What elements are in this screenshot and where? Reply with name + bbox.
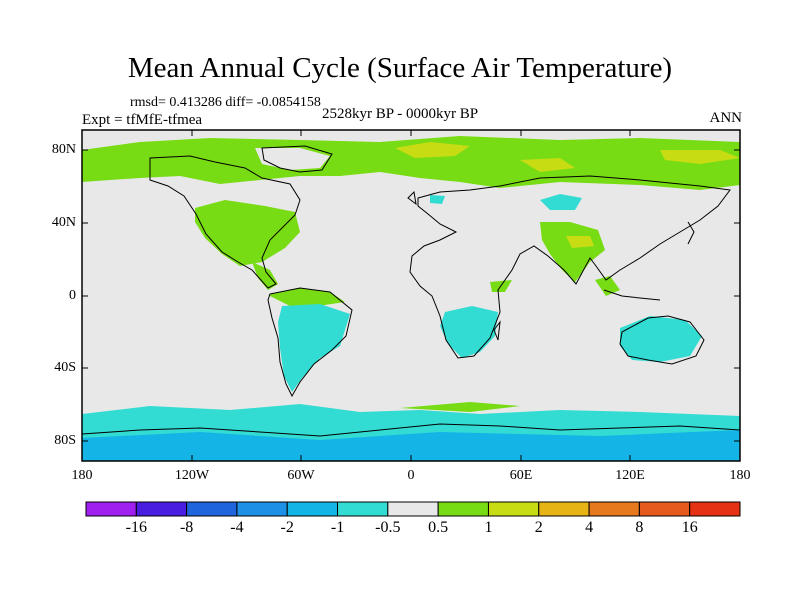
experiment-label: Expt = tfMfE-tfmea — [82, 112, 203, 128]
southern-ocean-warm — [400, 402, 520, 412]
colorbar-label: -1 — [330, 519, 345, 536]
arctic-warm-streak-2 — [660, 150, 740, 164]
lon-label-180w: 180 — [71, 468, 93, 483]
coast-south-america — [267, 287, 353, 398]
lat-label-0: 0 — [69, 288, 76, 303]
coast-indonesia — [603, 289, 661, 301]
coast-antarctica — [81, 423, 741, 437]
colorbar-swatch — [387, 501, 439, 517]
siberia-cool — [540, 194, 582, 210]
tibet-warm — [566, 236, 594, 248]
colorbar-swatch — [588, 501, 640, 517]
coast-australia — [619, 315, 705, 365]
colorbar-swatch — [538, 501, 590, 517]
lat-label-40s: 40S — [54, 360, 76, 375]
colorbar-swatch — [337, 501, 389, 517]
axis-ticks — [81, 130, 741, 461]
antarctic-cool-deep — [82, 430, 740, 461]
colorbar-swatch — [186, 501, 238, 517]
coast-madagascar — [493, 320, 501, 341]
lat-label-80s: 80S — [54, 433, 76, 448]
coast-uk — [407, 190, 417, 206]
lon-label-180e: 180 — [729, 468, 751, 483]
lon-label-120w: 120W — [174, 468, 210, 483]
lon-label-120e: 120E — [615, 468, 645, 483]
colorbar-swatch — [638, 501, 691, 517]
europe-cool — [430, 195, 445, 204]
plot-title: Mean Annual Cycle (Surface Air Temperatu… — [127, 52, 673, 84]
arctic-warm-streak-1 — [395, 142, 470, 158]
south-america-anomaly — [278, 304, 350, 392]
season-label: ANN — [709, 110, 743, 126]
colorbar-label: -0.5 — [375, 519, 401, 536]
colorbar-label: 4 — [585, 519, 594, 536]
central-america-anomaly — [252, 262, 278, 290]
coast-japan — [687, 221, 695, 245]
coast-north-america — [149, 155, 301, 289]
south-america-north-anomaly — [268, 288, 345, 306]
colorbar-label: -16 — [125, 519, 147, 536]
colorbar — [85, 501, 741, 517]
colorbar-label: 1 — [484, 519, 493, 536]
north-america-anomaly — [195, 200, 300, 266]
colorbar-label: 0.5 — [428, 519, 449, 536]
colorbar-swatch — [85, 501, 137, 517]
coastlines — [81, 145, 741, 437]
colorbar-label: -2 — [280, 519, 294, 536]
lat-label-40n: 40N — [51, 215, 76, 230]
colorbar-label: 8 — [635, 519, 644, 536]
colorbar-swatch — [689, 501, 741, 517]
lon-label-60e: 60E — [509, 468, 533, 483]
arctic-warm-streak-3 — [520, 158, 575, 172]
australia-anomaly — [620, 316, 702, 362]
colorbar-label: -8 — [179, 519, 194, 536]
lon-label-60w: 60W — [287, 468, 315, 483]
colorbar-label: 16 — [681, 519, 698, 536]
colorbar-label: 2 — [534, 519, 543, 536]
colorbar-swatch — [236, 501, 288, 517]
map-background — [82, 130, 740, 461]
se-asia-anomaly — [595, 276, 620, 296]
stats-text: rmsd= 0.413286 diff= -0.0854158 — [130, 95, 321, 110]
colorbar-label: -4 — [230, 519, 244, 536]
colorbar-swatch — [487, 501, 540, 517]
period-label: 2528kyr BP - 0000kyr BP — [322, 106, 479, 122]
lat-label-80n: 80N — [51, 142, 76, 157]
colorbar-swatch — [135, 501, 188, 517]
coast-africa-eurasia — [409, 175, 731, 359]
colorbar-swatch — [286, 501, 339, 517]
coast-greenland — [261, 145, 333, 173]
colorbar-swatch — [437, 501, 489, 517]
lon-label-0: 0 — [407, 468, 415, 483]
